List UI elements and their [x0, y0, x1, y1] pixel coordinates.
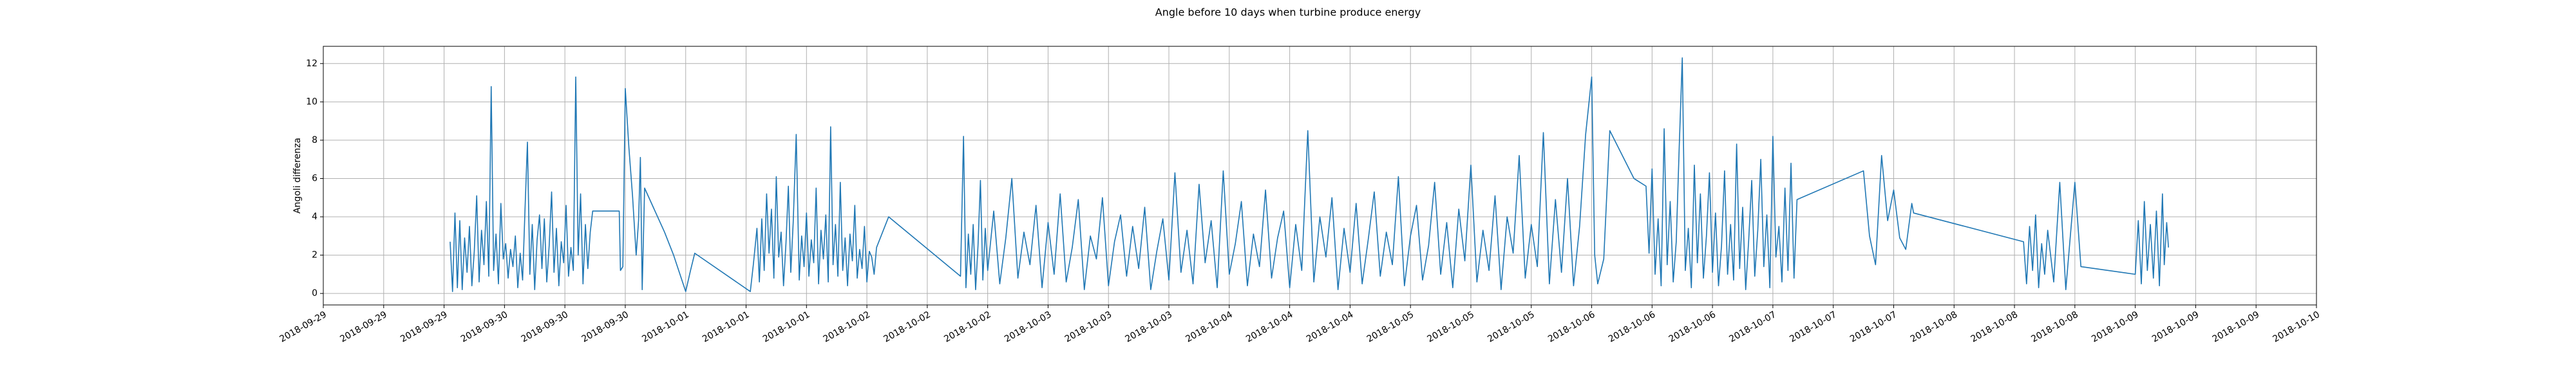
y-tick-label: 10 — [306, 96, 317, 107]
y-tick-label: 0 — [312, 288, 317, 299]
y-tick-label: 4 — [312, 212, 317, 222]
y-tick-label: 12 — [306, 59, 317, 69]
data-line — [450, 57, 2170, 292]
y-tick-label: 6 — [312, 173, 317, 183]
y-axis-label: Angoli differenza — [292, 138, 303, 214]
y-tick-label: 8 — [312, 135, 317, 145]
y-tick-label: 2 — [312, 250, 317, 261]
plot-frame — [323, 46, 2317, 306]
chart-title: Angle before 10 days when turbine produc… — [1155, 6, 1421, 19]
